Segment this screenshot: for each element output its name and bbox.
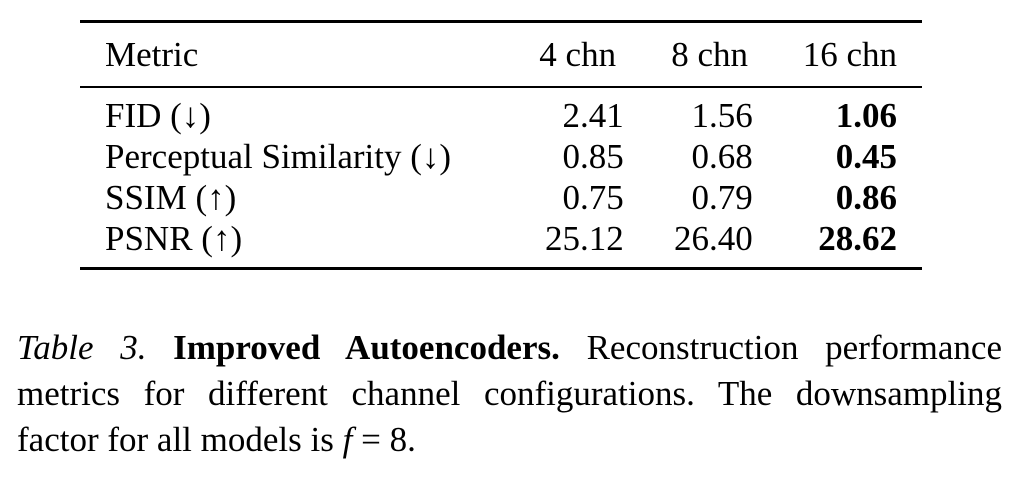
header-16chn: 16 chn (802, 34, 897, 74)
table-row: SSIM (↑) 0.75 0.79 0.86 (80, 178, 922, 220)
bottom-rule (80, 267, 922, 270)
header-8chn: 8 chn (671, 34, 749, 74)
caption-math-rest: = 8. (361, 420, 416, 459)
cell-value: 25.12 (545, 219, 624, 258)
caption-title: Improved Autoencoders. (173, 328, 560, 367)
table-row: PSNR (↑) 25.12 26.40 28.62 (80, 219, 922, 267)
table-row: FID (↓) 2.41 1.56 1.06 (80, 88, 922, 136)
cell-value: 2.41 (562, 96, 624, 135)
row-metric-ssim: SSIM (↑) (105, 178, 237, 218)
caption-math-variable: f (342, 420, 353, 459)
header-metric: Metric (105, 34, 199, 74)
results-table: Metric 4 chn 8 chn 16 chn FID (↓) 2.41 1… (80, 20, 922, 270)
metrics-table: Metric 4 chn 8 chn 16 chn (80, 23, 922, 86)
cell-value: 0.75 (562, 178, 624, 218)
cell-value: 26.40 (674, 219, 753, 258)
row-metric-perceptual: Perceptual Similarity (↓) (105, 136, 452, 176)
header-row: Metric 4 chn 8 chn 16 chn (80, 23, 922, 86)
cell-value: 0.85 (562, 136, 624, 176)
header-4chn: 4 chn (539, 34, 617, 74)
row-metric-psnr: PSNR (↑) (105, 219, 243, 258)
caption-text: Reconstruction performance metrics for d… (17, 328, 1002, 459)
cell-value: 0.68 (691, 136, 753, 176)
cell-value-best: 1.06 (835, 96, 897, 135)
row-metric-fid: FID (↓) (105, 96, 211, 135)
caption-label: Table 3. (17, 328, 147, 367)
top-rule (80, 20, 922, 23)
mid-rule (80, 86, 922, 88)
metrics-table-body: FID (↓) 2.41 1.56 1.06 Perceptual Simila… (80, 88, 922, 267)
cell-value-best: 0.86 (835, 178, 897, 218)
cell-value: 1.56 (691, 96, 753, 135)
cell-value: 0.79 (691, 178, 753, 218)
table-caption: Table 3. Improved Autoencoders. Reconstr… (17, 325, 1002, 463)
cell-value-best: 28.62 (818, 219, 897, 258)
cell-value-best: 0.45 (835, 136, 897, 176)
table-row: Perceptual Similarity (↓) 0.85 0.68 0.45 (80, 136, 922, 178)
